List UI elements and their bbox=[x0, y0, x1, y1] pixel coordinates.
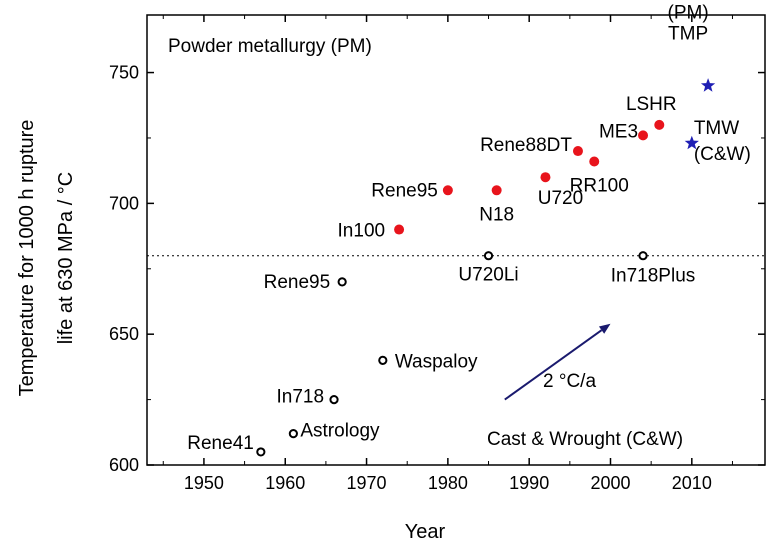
trend-arrow-shaft bbox=[504, 329, 603, 401]
y-tick-label: 650 bbox=[109, 324, 139, 344]
data-point-open bbox=[483, 251, 494, 261]
data-point-open bbox=[288, 429, 298, 439]
y-axis-title-line2: life at 630 MPa / °C bbox=[55, 172, 77, 345]
point-label: Rene95 bbox=[371, 180, 438, 201]
axis-ticks: 1950 1960 1970 1980 1990 2000 2010 600 650 700 750 bbox=[109, 15, 765, 493]
data-point-open bbox=[329, 394, 339, 405]
trend-arrow: 2 °C/a bbox=[504, 323, 611, 401]
x-tick-label: 1990 bbox=[509, 473, 549, 493]
point-label: TMW bbox=[694, 118, 739, 139]
point-label: Astrology bbox=[300, 421, 380, 442]
x-tick-label: 1980 bbox=[428, 473, 468, 493]
data-point-filled bbox=[540, 172, 551, 183]
point-label-line2: (C&W) bbox=[694, 144, 751, 165]
data-point-filled bbox=[572, 146, 583, 157]
data-point-open bbox=[337, 277, 347, 287]
point-label: In100 bbox=[338, 221, 386, 242]
point-label: Rene41 bbox=[187, 433, 254, 454]
x-tick-label: 2010 bbox=[672, 473, 712, 493]
data-point-open bbox=[256, 447, 266, 457]
data-point-filled bbox=[589, 156, 600, 167]
plot-frame bbox=[146, 14, 766, 466]
point-label: U720 bbox=[538, 188, 583, 209]
point-label: U720Li bbox=[458, 265, 518, 286]
data-point-star bbox=[684, 135, 699, 150]
point-label: In718 bbox=[276, 387, 324, 408]
y-tick-label: 600 bbox=[109, 455, 139, 475]
point-label: TMP bbox=[668, 24, 708, 45]
point-label: Waspaloy bbox=[395, 351, 478, 372]
point-label: LSHR bbox=[626, 94, 677, 115]
y-tick-label: 700 bbox=[109, 193, 139, 213]
x-tick-label: 1950 bbox=[184, 473, 224, 493]
data-point-filled bbox=[491, 185, 502, 196]
point-label: N18 bbox=[479, 204, 514, 225]
point-label-line2: (PM) bbox=[668, 3, 709, 24]
data-point-filled bbox=[654, 119, 665, 130]
pm-region-label: Powder metallurgy (PM) bbox=[168, 36, 372, 57]
point-labels: Rene41 Astrology In718 Waspaloy Rene95 U720Li… bbox=[187, 3, 751, 454]
data-point-filled bbox=[394, 224, 405, 235]
point-label: Rene88DT bbox=[480, 135, 572, 156]
x-tick-label: 1960 bbox=[265, 473, 305, 493]
trend-arrow-head bbox=[598, 323, 611, 334]
x-tick-label: 1970 bbox=[347, 473, 387, 493]
data-point-filled bbox=[442, 185, 453, 196]
trend-label: 2 °C/a bbox=[543, 371, 596, 392]
y-tick-label: 750 bbox=[109, 63, 139, 83]
point-label: ME3 bbox=[599, 121, 638, 142]
data-point-open bbox=[378, 355, 388, 365]
point-label: Rene95 bbox=[264, 272, 331, 293]
data-points bbox=[256, 78, 716, 457]
y-axis-title-line1: Temperature for 1000 h rupture bbox=[16, 120, 38, 397]
x-axis-title: Year bbox=[405, 521, 446, 543]
point-label: RR100 bbox=[570, 176, 629, 197]
data-point-open bbox=[638, 251, 648, 261]
cw-region-label: Cast & Wrought (C&W) bbox=[487, 429, 683, 450]
x-tick-label: 2000 bbox=[590, 473, 630, 493]
data-point-filled bbox=[638, 130, 649, 141]
point-label: In718Plus bbox=[611, 266, 696, 287]
data-point-star bbox=[700, 78, 716, 92]
